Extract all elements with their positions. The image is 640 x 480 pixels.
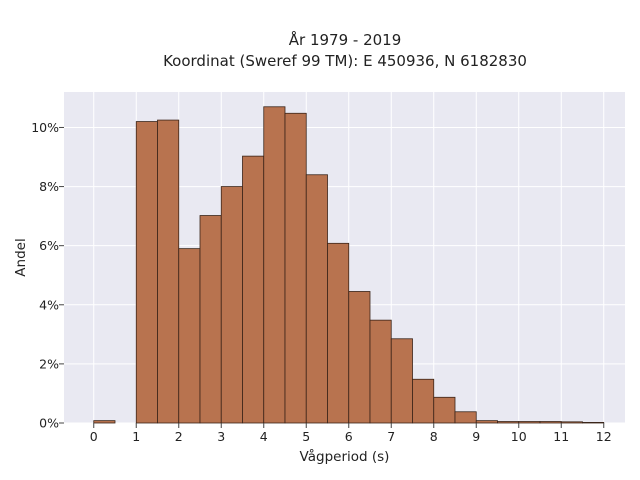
histogram-bar — [284, 112, 307, 424]
y-tick-label: 4% — [39, 297, 59, 312]
x-axis-label: Vågperiod (s) — [300, 448, 390, 465]
histogram-bar — [93, 420, 116, 424]
histogram-bar — [433, 396, 456, 424]
histogram-bar — [582, 422, 605, 424]
y-tick-label: 0% — [39, 416, 59, 431]
histogram-bar — [390, 338, 413, 424]
x-tick-label: 7 — [387, 429, 395, 444]
x-tick-label: 2 — [175, 429, 183, 444]
x-tick-label: 12 — [596, 429, 612, 444]
y-axis-label: Andel — [13, 238, 29, 276]
chart-title-line-2: Koordinat (Sweref 99 TM): E 450936, N 61… — [163, 52, 527, 70]
histogram-bar — [348, 291, 371, 424]
histogram-bar — [263, 106, 286, 424]
histogram-bar — [560, 421, 583, 424]
histogram-bar — [475, 420, 498, 424]
histogram-bar — [454, 411, 477, 424]
x-tick-label: 0 — [90, 429, 98, 444]
chart-title: År 1979 - 2019 Koordinat (Sweref 99 TM):… — [163, 30, 527, 70]
chart-title-line-1: År 1979 - 2019 — [289, 30, 402, 49]
x-tick-label: 1 — [132, 429, 140, 444]
x-tick-label: 6 — [345, 429, 353, 444]
histogram-bar — [539, 421, 562, 424]
histogram-bar — [369, 319, 392, 424]
y-tick-label: 2% — [39, 356, 59, 371]
histogram-bar — [497, 421, 520, 424]
x-tick-label: 3 — [217, 429, 225, 444]
y-tick-label: 8% — [39, 179, 59, 194]
bars — [93, 106, 605, 424]
y-tick-label: 6% — [39, 238, 59, 253]
x-tick-label: 5 — [302, 429, 310, 444]
x-tick-label: 10 — [511, 429, 527, 444]
x-tick-label: 4 — [260, 429, 268, 444]
x-axis-ticks: 0 1 2 3 4 5 6 7 8 9 10 11 12 — [90, 423, 612, 444]
histogram-bar — [157, 119, 180, 424]
x-tick-label: 9 — [472, 429, 480, 444]
histogram-bar — [518, 421, 541, 424]
histogram-bar — [327, 242, 350, 424]
histogram-bar — [220, 186, 243, 424]
x-tick-label: 11 — [553, 429, 569, 444]
y-tick-label: 10% — [31, 120, 59, 135]
histogram-bar — [412, 378, 435, 424]
histogram-bar — [178, 248, 201, 424]
y-axis-ticks: 0% 2% 4% 6% 8% 10% — [31, 120, 64, 431]
histogram-bar — [135, 121, 158, 424]
x-tick-label: 8 — [430, 429, 438, 444]
histogram-bar — [199, 215, 222, 424]
histogram-bar — [305, 174, 328, 424]
histogram-bar — [242, 155, 265, 424]
